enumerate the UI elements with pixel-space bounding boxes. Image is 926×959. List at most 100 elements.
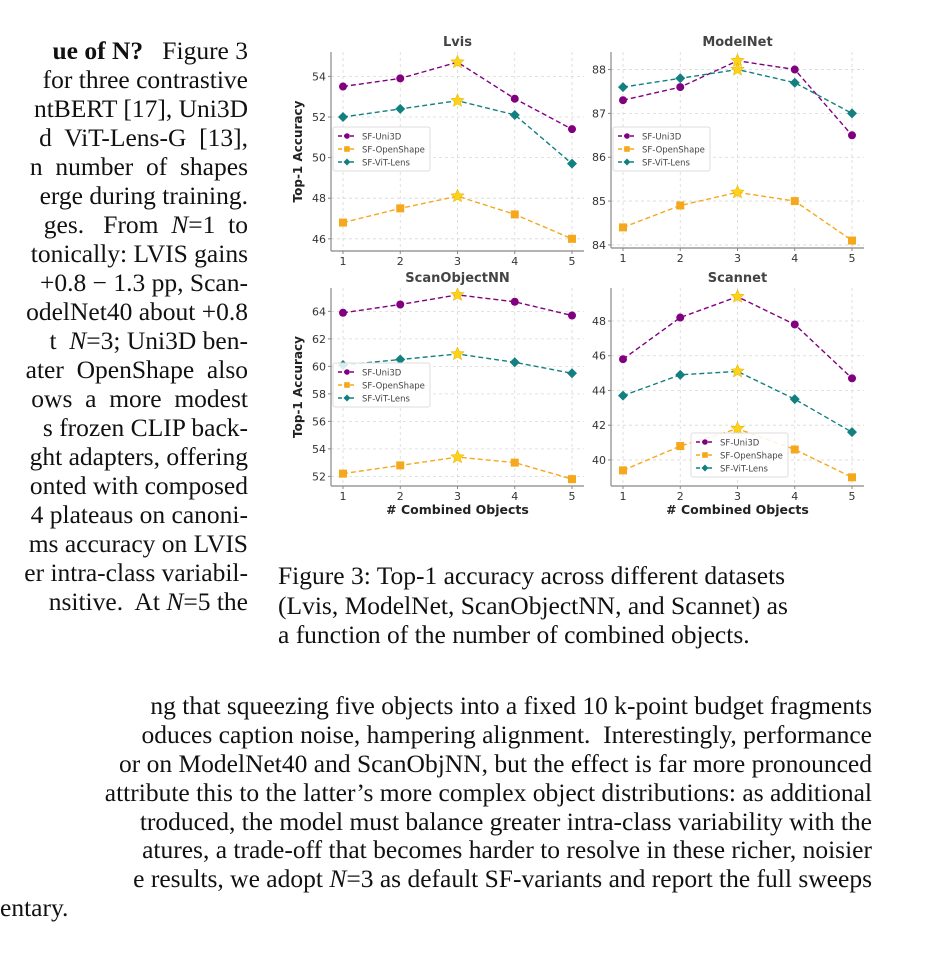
highlight-star-marker bbox=[730, 184, 745, 199]
body-text-full-width: ng that squeezing five objects into a fi… bbox=[0, 691, 872, 923]
legend-marker bbox=[623, 158, 631, 166]
series-sf-vit-lens bbox=[618, 363, 857, 438]
legend: SF-Uni3D SF-OpenShape SF-ViT-Lens bbox=[332, 126, 431, 172]
data-point bbox=[789, 394, 800, 405]
text-line: odelNet40 about +0.8 bbox=[26, 297, 248, 326]
x-tick-label: 4 bbox=[791, 490, 798, 503]
x-tick-label: 3 bbox=[454, 490, 461, 503]
x-tick-label: 4 bbox=[511, 490, 518, 503]
text-line: for three contrastive bbox=[42, 65, 248, 94]
text-line: tonically: LVIS gains bbox=[30, 239, 248, 268]
data-point bbox=[568, 475, 576, 484]
highlight-star-marker bbox=[730, 363, 745, 378]
legend-marker bbox=[624, 146, 630, 152]
data-point bbox=[568, 125, 576, 134]
x-tick-label: 1 bbox=[340, 255, 347, 268]
x-tick-label: 5 bbox=[849, 490, 856, 503]
data-point bbox=[847, 427, 857, 438]
series-sf-openshape bbox=[339, 449, 576, 484]
data-point bbox=[568, 311, 576, 320]
data-point bbox=[339, 218, 347, 227]
y-tick-label: 44 bbox=[592, 384, 606, 397]
text-line: er intra-class variabil- bbox=[24, 558, 248, 587]
data-point bbox=[848, 131, 856, 140]
data-point bbox=[396, 74, 405, 83]
data-point bbox=[567, 158, 577, 169]
y-tick-label: 52 bbox=[312, 470, 326, 483]
x-tick-label: 5 bbox=[849, 252, 856, 265]
highlight-star-marker bbox=[450, 188, 465, 203]
data-point bbox=[338, 111, 348, 122]
data-point bbox=[848, 236, 856, 245]
chart-panel-lvis: 1 2 3 4 5 46 48 50 52 54 Lvis Top-1 Accuracy SF-Uni3… bbox=[291, 35, 584, 268]
legend-label: SF-OpenShape bbox=[642, 146, 705, 156]
text-line: nsitive. At N=5 the bbox=[48, 587, 248, 616]
text-line: d ViT-Lens-G [13], bbox=[39, 123, 248, 152]
text-line: entary. bbox=[0, 893, 69, 923]
chart-title: ModelNet bbox=[702, 35, 772, 50]
highlight-star-marker bbox=[450, 449, 465, 464]
data-point bbox=[510, 458, 519, 467]
legend-marker bbox=[701, 464, 709, 472]
figure-caption: Figure 3: Top-1 accuracy across differen… bbox=[278, 561, 878, 650]
text-line: ght adapters, offering bbox=[29, 442, 248, 471]
data-point bbox=[676, 83, 685, 92]
legend-box bbox=[332, 362, 431, 408]
x-axis-label: # Combined Objects bbox=[666, 502, 809, 517]
y-tick-label: 46 bbox=[592, 350, 606, 363]
data-point bbox=[510, 297, 519, 306]
data-point bbox=[675, 369, 686, 380]
text-line: ges. From N=1 to bbox=[43, 210, 248, 239]
data-point bbox=[396, 300, 405, 309]
x-tick-label: 2 bbox=[677, 490, 684, 503]
data-point bbox=[510, 210, 519, 219]
x-tick-label: 2 bbox=[397, 490, 404, 503]
data-point bbox=[790, 197, 799, 206]
y-tick-label: 42 bbox=[592, 419, 606, 432]
text-line: t N=3; Uni3D ben- bbox=[49, 326, 248, 355]
highlight-star-marker bbox=[730, 61, 745, 76]
data-point bbox=[509, 357, 520, 368]
y-axis-label: Top-1 Accuracy bbox=[291, 336, 305, 438]
text-line: attribute this to the latter’s more comp… bbox=[104, 777, 872, 807]
y-axis-label: Top-1 Accuracy bbox=[291, 100, 305, 202]
data-point bbox=[509, 109, 520, 120]
data-point bbox=[619, 466, 627, 475]
x-tick-label: 1 bbox=[340, 490, 347, 503]
legend-label: SF-ViT-Lens bbox=[362, 395, 411, 405]
data-point bbox=[676, 442, 685, 451]
text-line: troduced, the model must balance greater… bbox=[139, 806, 872, 836]
highlight-star-marker bbox=[450, 93, 465, 107]
y-tick-label: 48 bbox=[312, 192, 326, 205]
data-point bbox=[618, 82, 628, 93]
x-tick-label: 1 bbox=[620, 252, 627, 265]
series-sf-openshape bbox=[619, 421, 856, 482]
series-sf-vit-lens bbox=[338, 93, 577, 169]
legend-label: SF-ViT-Lens bbox=[362, 159, 411, 169]
y-tick-label: 48 bbox=[592, 315, 606, 328]
data-point bbox=[567, 368, 577, 379]
text-line: ater OpenShape also bbox=[25, 355, 248, 384]
data-point bbox=[848, 473, 856, 482]
legend: SF-Uni3D SF-OpenShape SF-ViT-Lens bbox=[612, 126, 711, 172]
data-point bbox=[675, 73, 686, 84]
x-tick-label: 2 bbox=[677, 252, 684, 265]
highlight-star-marker bbox=[730, 421, 745, 435]
text-line: erge during training. bbox=[39, 181, 248, 210]
x-tick-label: 4 bbox=[791, 252, 798, 265]
x-tick-label: 2 bbox=[397, 255, 404, 268]
series-sf-uni3d bbox=[339, 54, 576, 134]
data-point bbox=[619, 223, 627, 232]
text-line: ms accuracy on LVIS bbox=[28, 529, 248, 558]
x-axis-label: # Combined Objects bbox=[386, 502, 529, 517]
legend-marker bbox=[343, 394, 351, 402]
legend-label: SF-Uni3D bbox=[362, 133, 402, 143]
series-sf-vit-lens bbox=[618, 61, 857, 119]
caption-line: (Lvis, ModelNet, ScanObjectNN, and Scann… bbox=[278, 590, 788, 620]
text-line: ows a more modest bbox=[31, 384, 248, 413]
series-sf-vit-lens bbox=[338, 346, 577, 379]
text-line: 4 plateaus on canoni- bbox=[30, 500, 248, 529]
highlight-star-marker bbox=[730, 289, 745, 303]
text-line: onted with composed bbox=[29, 471, 248, 500]
legend-label: SF-ViT-Lens bbox=[642, 159, 691, 169]
